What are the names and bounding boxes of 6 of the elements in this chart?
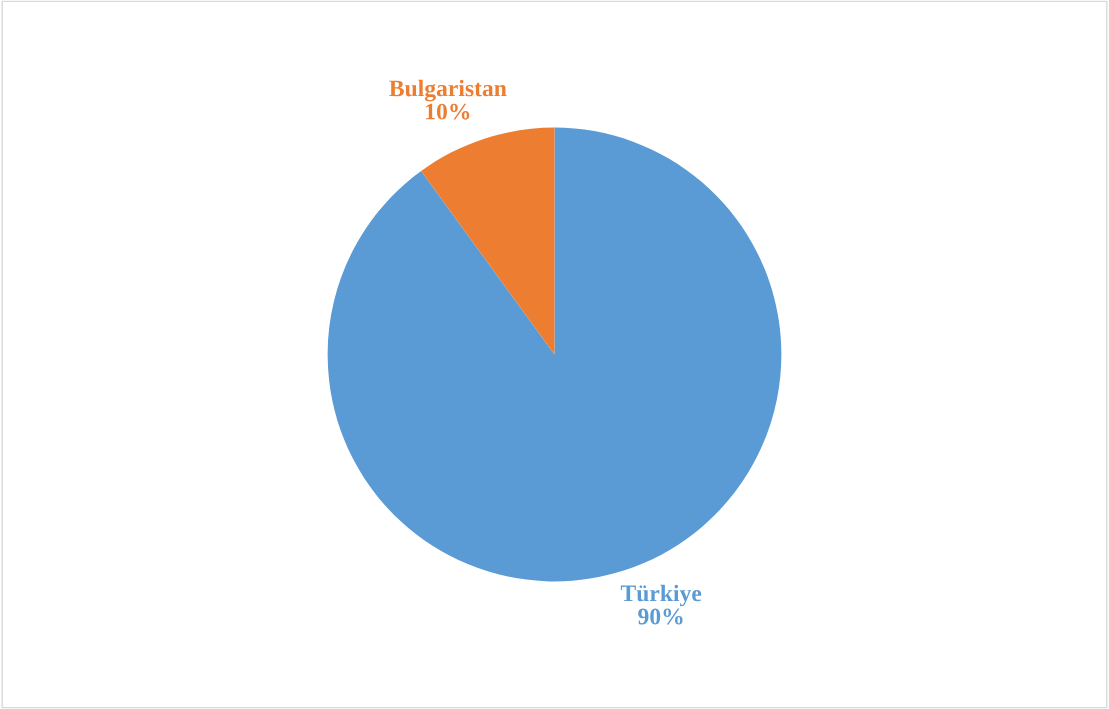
pie-slice [421,127,555,355]
slice-label: Bulgaristan [389,79,507,102]
slice-label: Türkiye [620,584,702,607]
data-label: 10% [426,103,470,120]
data-label: 90% [638,608,683,625]
pie-slice [327,127,782,582]
